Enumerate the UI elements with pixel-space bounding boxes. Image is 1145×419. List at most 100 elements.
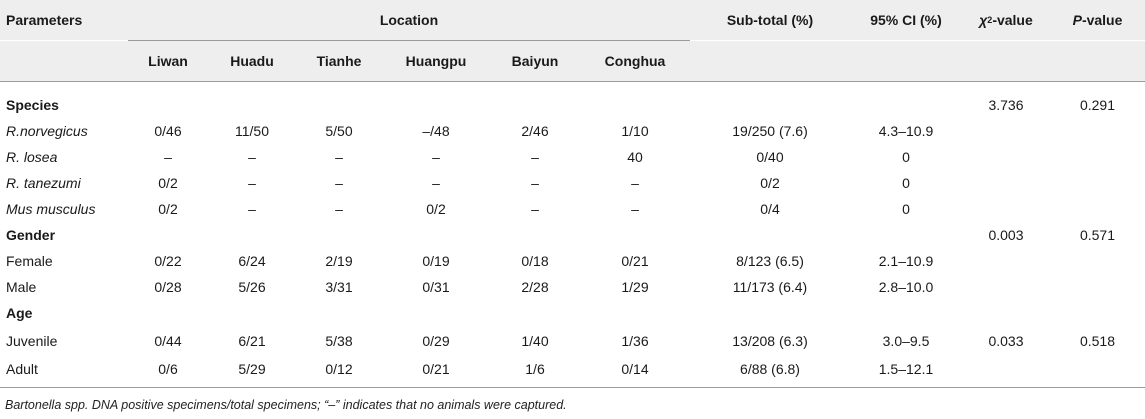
cell-liwan: 0/28 [154,279,182,295]
row-label: Adult [6,361,38,377]
cell-tianhe: 5/38 [325,333,353,349]
cell-liwan: 0/22 [154,253,182,269]
header-row-locations: Liwan Huadu Tianhe Huangpu Baiyun Conghu… [0,41,1145,81]
cell-tianhe: 5/50 [325,123,353,139]
cell-ci: 0 [902,175,910,191]
header-loc-conghua: Conghua [604,53,666,69]
cell-subtotal: 0/2 [760,175,780,191]
cell-baiyun: – [531,175,539,191]
cell-ci: 3.0–9.5 [882,333,930,349]
section-row-species: Species 3.736 0.291 [0,92,1145,118]
cell-huadu: 5/29 [238,361,266,377]
header-subtotal: Sub-total (%) [726,12,814,28]
cell-subtotal: 19/250 (7.6) [732,123,808,139]
row-label: Female [6,253,53,269]
table-footnote: Bartonella spp. DNA positive specimens/t… [5,398,567,412]
cell-subtotal: 11/173 (6.4) [732,279,808,295]
section-title: Gender [6,227,56,243]
row-label: R.norvegicus [6,123,88,139]
cell-liwan: 0/6 [158,361,178,377]
cell-conghua: – [631,175,639,191]
cell-tianhe: 3/31 [325,279,353,295]
cell-liwan: 0/44 [154,333,182,349]
cell-subtotal: 0/4 [760,201,780,217]
row-label: Mus musculus [6,201,96,217]
cell-huadu: – [248,149,256,165]
cell-subtotal: 13/208 (6.3) [732,333,808,349]
header-chi: χ 2 -value [979,12,1033,28]
p-value: 0.518 [1079,333,1116,349]
p-value: 0.571 [1079,227,1116,243]
row-label: R. losea [6,149,58,165]
cell-huangpu: – [432,149,440,165]
cell-subtotal: 6/88 (6.8) [740,361,800,377]
cell-huangpu: 0/2 [426,201,446,217]
header-loc-liwan: Liwan [148,53,188,69]
cell-ci: 1.5–12.1 [878,361,934,377]
cell-liwan: 0/2 [158,175,178,191]
row-label: Juvenile [6,333,58,349]
cell-baiyun: – [531,149,539,165]
location-rule [128,40,690,41]
table-row: Adult 0/6 5/29 0/12 0/21 1/6 0/14 6/88 (… [0,356,1145,382]
cell-huadu: 11/50 [235,123,269,139]
header-loc-baiyun: Baiyun [511,53,559,69]
cell-tianhe: 0/12 [325,361,353,377]
cell-huadu: 6/24 [238,253,266,269]
cell-conghua: 0/14 [621,361,649,377]
cell-huangpu: – [432,175,440,191]
cell-baiyun: 2/28 [521,279,549,295]
cell-huangpu: –/48 [422,123,450,139]
table-row: Juvenile 0/44 6/21 5/38 0/29 1/40 1/36 1… [0,326,1145,356]
cell-tianhe: – [335,149,343,165]
cell-huadu: 5/26 [238,279,266,295]
cell-liwan: 0/2 [158,201,178,217]
cell-conghua: 40 [627,149,643,165]
table-row: Male 0/28 5/26 3/31 0/31 2/28 1/29 11/17… [0,274,1145,300]
cell-ci: 2.8–10.0 [878,279,934,295]
cell-liwan: 0/46 [154,123,182,139]
cell-conghua: 1/36 [621,333,649,349]
header-location: Location [379,12,439,28]
cell-baiyun: 0/18 [521,253,549,269]
table-row: R. tanezumi 0/2 – – – – – 0/2 0 [0,170,1145,196]
cell-huangpu: 0/31 [422,279,450,295]
p-symbol: P [1072,12,1082,28]
chi-suffix: -value [992,12,1033,28]
table-row: R. losea – – – – – 40 0/40 0 [0,144,1145,170]
chi-value: 0.003 [988,227,1024,243]
cell-subtotal: 0/40 [756,149,784,165]
cell-tianhe: – [335,201,343,217]
row-label: Male [6,279,37,295]
row-label: R. tanezumi [6,175,81,191]
table-bottom-rule [0,387,1145,388]
cell-baiyun: 1/6 [525,361,545,377]
cell-subtotal: 8/123 (6.5) [736,253,804,269]
cell-liwan: – [164,149,172,165]
section-title: Species [6,97,59,113]
chi-value: 3.736 [988,97,1024,113]
cell-ci: 4.3–10.9 [878,123,934,139]
cell-huadu: – [248,175,256,191]
header-bottom-rule [0,81,1145,82]
header-loc-tianhe: Tianhe [316,53,362,69]
header-p: P -value [1050,0,1145,40]
header-parameters: Parameters [6,12,83,28]
header-loc-huangpu: Huangpu [405,53,467,69]
header-loc-huadu: Huadu [230,53,274,69]
cell-ci: 0 [902,149,910,165]
cell-ci: 2.1–10.9 [878,253,934,269]
table-row: Female 0/22 6/24 2/19 0/19 0/18 0/21 8/1… [0,248,1145,274]
cell-huadu: 6/21 [238,333,266,349]
header-row-top: Parameters Location Sub-total (%) 95% CI… [0,0,1145,40]
cell-conghua: 0/21 [621,253,649,269]
cell-conghua: – [631,201,639,217]
cell-baiyun: 1/40 [521,333,549,349]
cell-huangpu: 0/19 [422,253,450,269]
chi-value: 0.033 [988,333,1024,349]
section-row-age: Age [0,300,1145,326]
cell-tianhe: – [335,175,343,191]
header-ci: 95% CI (%) [870,12,942,28]
cell-huadu: – [248,201,256,217]
cell-huangpu: 0/21 [422,361,450,377]
